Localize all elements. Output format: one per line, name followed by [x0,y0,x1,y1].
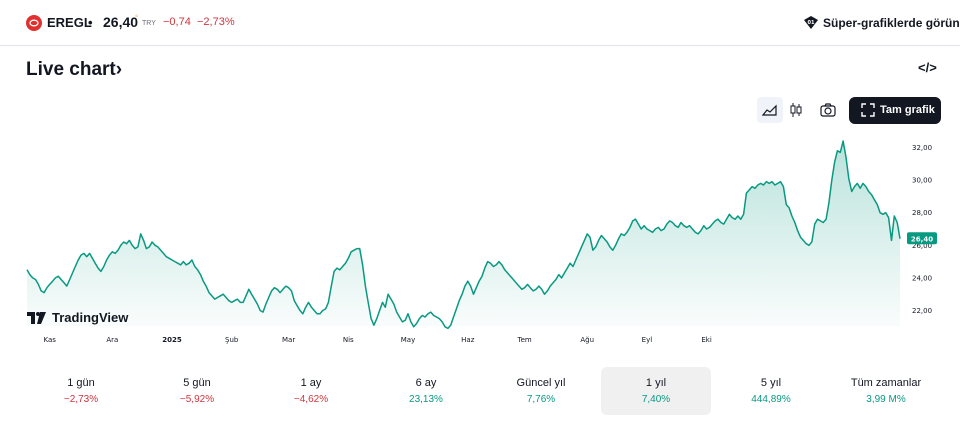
period-tab[interactable]: 5 yıl 444,89% [716,367,826,415]
live-chart-title[interactable]: Live chart› [26,59,122,81]
period-tab[interactable]: 1 gün −2,73% [26,367,136,415]
performance-periods: 1 gün −2,73% 5 gün −5,92% 1 ay −4,62% 6 ay 23,1… [0,367,960,417]
price-line [26,140,901,330]
price-change-percent: −2,73% [197,16,235,28]
company-logo-icon [26,15,42,31]
x-tick-label: Haz [461,336,475,344]
area-chart-button[interactable] [757,97,783,123]
x-tick-label: Nis [343,336,354,344]
last-price-label: 26,40 [911,235,933,243]
candlestick-icon [790,103,802,117]
x-tick-label: 2025 [162,336,182,344]
full-chart-button[interactable]: Tam grafik [849,97,941,124]
chevron-right-icon: › [115,59,123,80]
period-change: 23,13% [409,394,443,405]
period-tab[interactable]: 6 ay 23,13% [371,367,481,415]
period-label: 1 gün [67,377,95,389]
period-tab[interactable]: Güncel yıl 7,76% [486,367,596,415]
period-change: −5,92% [179,394,215,405]
period-tab[interactable]: Tüm zamanlar 3,99 M% [831,367,941,415]
camera-icon [820,103,836,117]
embed-code-icon[interactable]: </> [918,60,937,75]
market-status-icon: ◦ [135,11,139,22]
y-tick-label: 28,00 [912,209,932,217]
x-tick-label: Tem [516,336,531,344]
period-change: 7,76% [526,394,556,405]
x-tick-label: Kas [43,336,56,344]
y-tick-label: 22,00 [912,307,932,315]
live-chart-title-text: Live chart [26,59,116,80]
period-change: 444,89% [751,394,791,405]
period-label: 5 yıl [760,377,782,389]
x-tick-label: Eyl [642,336,653,344]
candlestick-button[interactable] [783,97,809,123]
period-change: 7,40% [641,394,671,405]
super-charts-icon[interactable]: 01 [803,15,819,30]
x-tick-label: Eki [701,336,711,344]
period-label: 1 yıl [645,377,667,389]
snapshot-button[interactable] [815,97,841,123]
period-tab[interactable]: 1 ay −4,62% [256,367,366,415]
x-tick-label: May [401,336,415,344]
y-tick-label: 32,00 [912,144,932,152]
separator-dot: • [88,15,93,30]
period-label: 5 gün [183,377,211,389]
super-charts-link[interactable]: Süper-grafiklerde görün [823,16,960,30]
svg-text:01: 01 [808,20,815,26]
period-change: −2,73% [63,394,99,405]
full-chart-label: Tam grafik [880,104,935,116]
symbol-name[interactable]: EREGL [47,15,92,30]
x-tick-label: Ağu [580,336,594,344]
area-chart-icon [762,104,777,116]
period-label: 1 ay [300,377,322,389]
x-tick-label: Mar [282,336,295,344]
period-label: Güncel yıl [516,377,566,389]
currency-label: TRY [142,20,156,27]
tradingview-logo-icon [27,312,46,324]
period-label: 6 ay [415,377,437,389]
fullscreen-icon [861,103,875,117]
y-tick-label: 30,00 [912,177,932,185]
tradingview-brand[interactable]: TradingView [52,310,129,325]
last-price: 26,40 [103,14,139,30]
period-change: −4,62% [293,394,329,405]
x-tick-label: Şub [225,336,239,344]
price-chart[interactable]: 32,00 30,00 28,00 26,00 24,00 22,00 Kas Ara 202… [0,130,960,350]
last-price-badge [907,232,937,245]
x-tick-label: Ara [106,336,118,344]
price-change: −0,74 [163,16,191,28]
period-tab[interactable]: 1 yıl 7,40% [601,367,711,415]
period-label: Tüm zamanlar [850,377,922,389]
y-tick-label: 26,00 [912,242,932,250]
symbol-header: EREGL • 26,40 ◦ TRY −0,74 −2,73% 01 Süpe… [0,0,960,46]
period-tab[interactable]: 5 gün −5,92% [142,367,252,415]
price-area-fill [27,141,900,329]
y-tick-label: 24,00 [912,274,932,282]
period-change: 3,99 M% [866,394,906,405]
